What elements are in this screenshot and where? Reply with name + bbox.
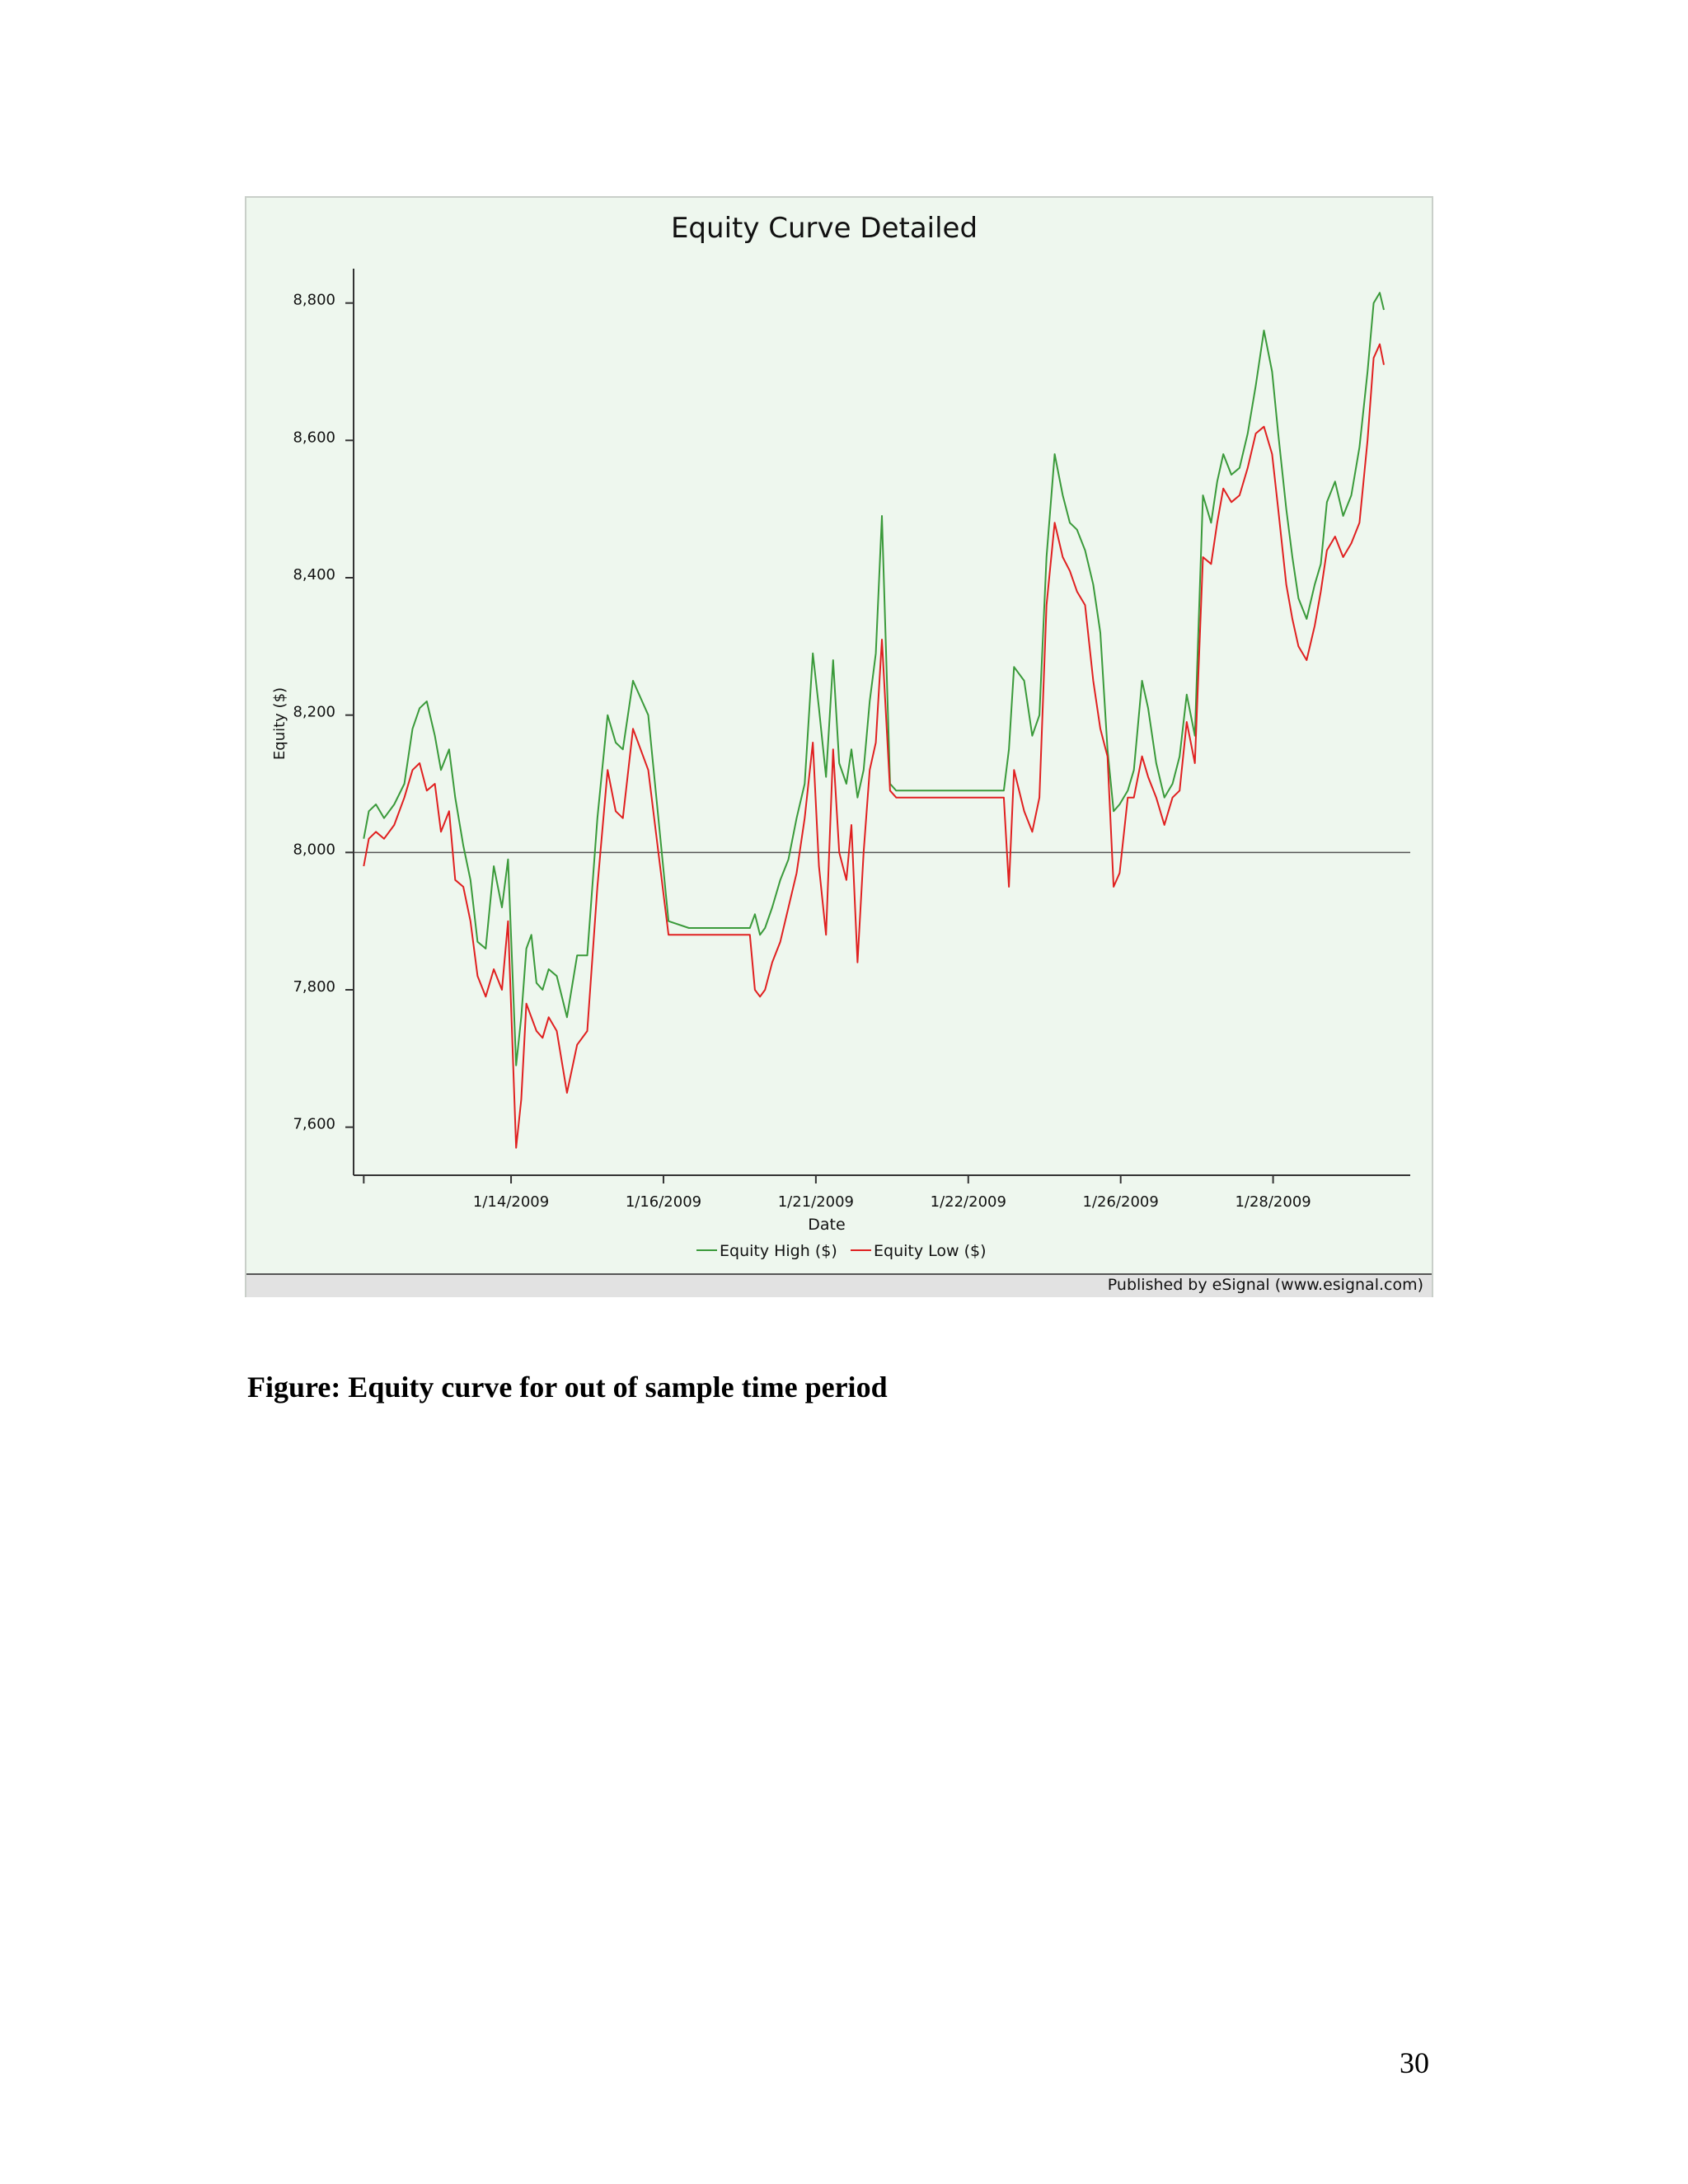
y-tick-label: 7,600 — [293, 1116, 335, 1133]
series-line-equity-low — [363, 343, 1385, 1149]
y-axis-label: Equity ($) — [271, 687, 288, 760]
x-tick-label: 1/16/2009 — [626, 1193, 701, 1211]
series-line-equity-high — [363, 292, 1385, 1066]
x-tick-label: 1/22/2009 — [931, 1193, 1006, 1211]
figure-caption: Figure: Equity curve for out of sample t… — [247, 1371, 888, 1404]
equity-curve-chart: Equity Curve Detailed 7,600 7,800 8,000 8,2… — [271, 212, 1410, 1260]
chart-title: Equity Curve Detailed — [671, 212, 978, 245]
x-tick-label: 1/28/2009 — [1235, 1193, 1311, 1211]
x-tick-label: 1/14/2009 — [473, 1193, 549, 1211]
page-number: 30 — [1400, 2046, 1429, 2079]
y-tick-label: 8,200 — [293, 704, 335, 721]
legend-label-equity-high: Equity High ($) — [720, 1242, 837, 1260]
y-tick-label: 8,800 — [293, 292, 335, 309]
y-tick-label: 8,000 — [293, 841, 335, 858]
legend: Equity High ($) Equity Low ($) — [696, 1242, 987, 1260]
publisher-bar: Published by eSignal (www.esignal.com) — [246, 1273, 1432, 1297]
x-axis-label: Date — [808, 1216, 845, 1234]
y-tick-label: 8,400 — [293, 566, 335, 583]
x-tick-label: 1/21/2009 — [778, 1193, 854, 1211]
x-tick-label: 1/26/2009 — [1083, 1193, 1159, 1211]
legend-label-equity-low: Equity Low ($) — [874, 1242, 987, 1260]
y-tick-label: 7,800 — [293, 978, 335, 996]
publisher-credit: Published by eSignal (www.esignal.com) — [1107, 1276, 1423, 1294]
y-tick-label: 8,600 — [293, 429, 335, 446]
